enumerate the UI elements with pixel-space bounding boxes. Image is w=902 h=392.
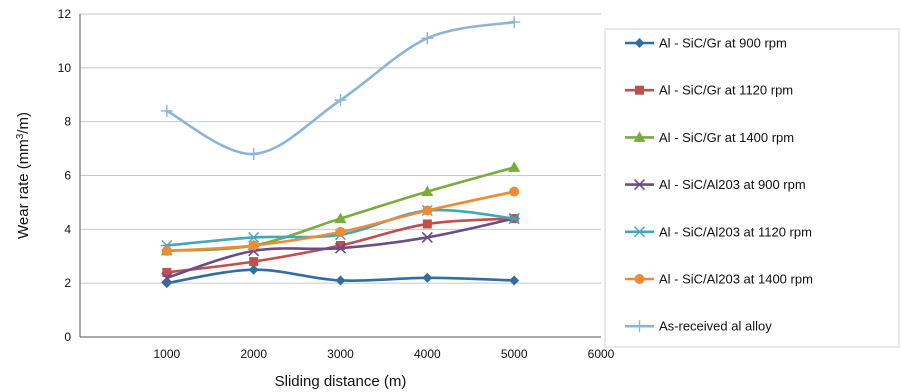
y-tick-label: 12	[58, 7, 72, 21]
legend-label: Al - SiC/Al203 at 1400 rpm	[659, 272, 813, 287]
x-axis-title: Sliding distance (m)	[275, 373, 407, 390]
legend-swatch-marker	[633, 226, 646, 238]
legend-item: Al - SiC/Gr at 900 rpm	[625, 36, 787, 51]
data-point	[422, 219, 432, 229]
data-point	[421, 185, 434, 197]
data-point	[249, 257, 259, 267]
legend-swatch-marker	[634, 274, 645, 284]
x-tick-label: 1000	[153, 347, 180, 361]
legend-item: Al - SiC/Gr at 1400 rpm	[625, 130, 794, 145]
data-point	[161, 245, 172, 256]
data-point	[160, 104, 173, 117]
legend-item: As-received al alloy	[625, 319, 772, 334]
x-tick-label: 4000	[414, 347, 441, 361]
data-point	[336, 240, 345, 250]
legend-swatch-marker	[633, 320, 646, 333]
data-point	[421, 32, 434, 45]
legend-item: Al - SiC/Gr at 1120 rpm	[625, 83, 793, 98]
legend-swatch-marker	[633, 179, 646, 191]
data-point	[509, 275, 520, 286]
legend-item: Al - SiC/Al203 at 1120 rpm	[625, 224, 812, 239]
legend-item: Al - SiC/Al203 at 1400 rpm	[625, 272, 813, 287]
legend-label: Al - SiC/Gr at 1120 rpm	[659, 83, 793, 98]
y-tick-label: 8	[64, 115, 71, 129]
y-tick-label: 6	[64, 169, 71, 183]
series-7	[160, 16, 521, 160]
data-point	[334, 212, 347, 224]
data-point	[247, 147, 260, 160]
data-point	[335, 275, 346, 286]
axes	[79, 14, 601, 338]
legend-item: Al - SiC/Al203 at 900 rpm	[625, 177, 806, 192]
data-point	[247, 231, 260, 243]
data-point	[508, 213, 521, 225]
y-tick-labels: 0 2 4 6 8 10 12	[58, 7, 72, 344]
x-tick-label: 5000	[501, 347, 528, 361]
data-point	[248, 264, 259, 275]
legend-label: Al - SiC/Gr at 900 rpm	[659, 36, 787, 51]
legend-swatch-marker	[635, 85, 644, 95]
y-tick-label: 2	[64, 276, 71, 290]
x-tick-label: 2000	[240, 347, 267, 361]
data-point	[162, 267, 172, 277]
legend-box	[604, 28, 900, 348]
legend-swatch-marker	[633, 131, 646, 142]
data-point	[509, 186, 520, 197]
series-1	[161, 264, 520, 289]
data-point	[161, 272, 173, 284]
y-tick-label: 4	[64, 222, 71, 236]
x-tick-label: 3000	[327, 347, 354, 361]
data-point	[422, 272, 433, 283]
legend-swatch-marker	[634, 38, 645, 48]
x-tick-label: 6000	[588, 347, 615, 361]
data-point	[508, 161, 521, 172]
series-line	[165, 166, 516, 253]
series-2	[162, 214, 519, 277]
legend: Al - SiC/Gr at 900 rpm Al - SiC/Gr at 112…	[604, 28, 900, 348]
x-tick-labels: 1000 2000 3000 4000 5000 6000	[153, 347, 614, 361]
data-point	[248, 240, 259, 251]
data-point	[335, 227, 346, 238]
series-line	[165, 20, 516, 156]
data-point	[334, 94, 347, 107]
data-point	[422, 205, 433, 216]
series-6	[161, 186, 520, 256]
legend-label: Al - SiC/Gr at 1400 rpm	[659, 130, 794, 145]
data-point	[421, 231, 433, 243]
plot-series	[160, 16, 521, 289]
legend-label: Al - SiC/Al203 at 1120 rpm	[659, 224, 812, 239]
legend-label: As-received al alloy	[659, 319, 772, 334]
y-tick-label: 10	[58, 61, 72, 75]
data-point	[508, 16, 521, 29]
data-point	[161, 278, 172, 289]
data-point	[334, 242, 347, 254]
y-axis-title: Wear rate (mm3/m)	[15, 112, 33, 239]
legend-label: Al - SiC/Al203 at 900 rpm	[659, 177, 806, 192]
y-tick-label: 0	[64, 330, 71, 344]
